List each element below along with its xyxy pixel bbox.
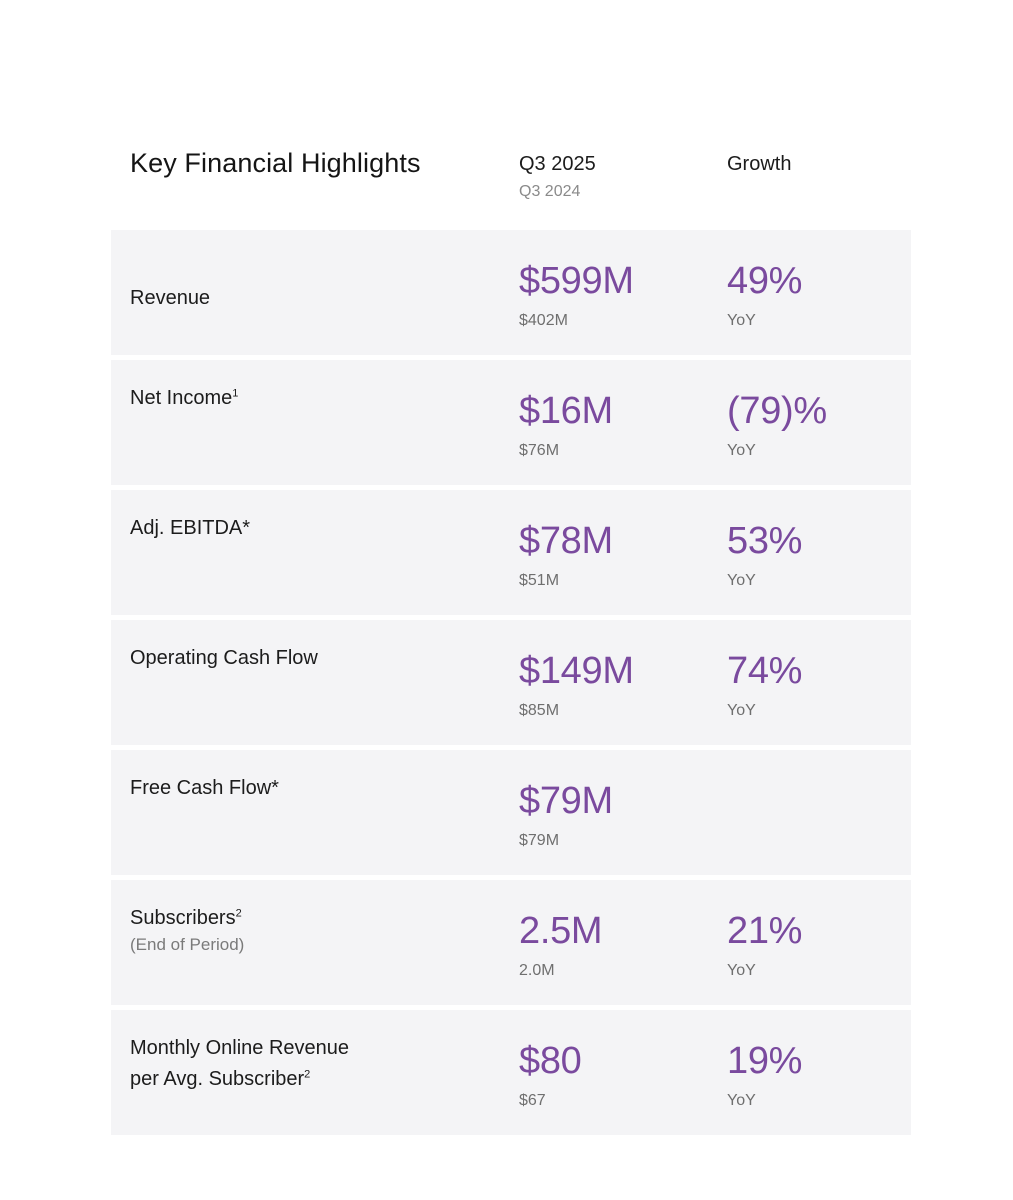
table-row-free-cash-flow: Free Cash Flow* $79M $79M [111,750,911,875]
row-label: Adj. EBITDA* [130,517,251,539]
prior-value: 2.0M [519,962,555,979]
growth-value: (79)% [727,390,827,432]
row-label: Net Income1 [130,387,239,409]
row-label: Subscribers2 [130,907,242,929]
table-row-net-income: Net Income1 $16M $76M (79)% YoY [111,360,911,485]
table-row-monthly-online-revenue: Monthly Online Revenue per Avg. Subscribe… [111,1010,911,1135]
table-row-subscribers: Subscribers2 (End of Period) 2.5M 2.0M 2… [111,880,911,1005]
current-value: $80 [519,1040,582,1082]
prior-value: $67 [519,1092,546,1109]
row-sublabel: (End of Period) [130,935,245,954]
current-value: $599M [519,260,634,302]
prior-value: $402M [519,312,568,329]
growth-value: 74% [727,650,803,692]
growth-value: 49% [727,260,803,302]
growth-value: 21% [727,910,803,952]
current-value: $16M [519,390,613,432]
growth-value: 53% [727,520,803,562]
prior-period-header: Q3 2024 [519,183,581,200]
footnote-marker: 2 [235,907,242,920]
growth-unit: YoY [727,702,756,719]
growth-unit: YoY [727,1092,756,1109]
footnote-marker: 1 [232,387,239,400]
growth-unit: YoY [727,962,756,979]
growth-unit: YoY [727,312,756,329]
growth-unit: YoY [727,442,756,459]
row-label: Operating Cash Flow [130,647,318,669]
current-period-header: Q3 2025 [519,153,596,175]
growth-unit: YoY [727,572,756,589]
table-title: Key Financial Highlights [130,148,421,178]
growth-header: Growth [727,153,792,175]
table-header: Key Financial Highlights Q3 2025 Q3 2024… [111,140,911,230]
current-value: $149M [519,650,634,692]
row-label: Monthly Online Revenue per Avg. Subscribe… [130,1037,350,1090]
table-row-revenue: Revenue $599M $402M 49% YoY [111,230,911,355]
footnote-marker: 2 [304,1068,311,1081]
prior-value: $51M [519,572,560,589]
table-row-adj-ebitda: Adj. EBITDA* $78M $51M 53% YoY [111,490,911,615]
table-row-operating-cash-flow: Operating Cash Flow $149M $85M 74% YoY [111,620,911,745]
current-value: 2.5M [519,910,603,952]
financial-highlights-table: Key Financial Highlights Q3 2025 Q3 2024… [111,140,911,1140]
current-value: $78M [519,520,613,562]
prior-value: $79M [519,832,560,849]
growth-value: 19% [727,1040,803,1082]
current-value: $79M [519,780,613,822]
row-label: Revenue [130,287,211,309]
row-label: Free Cash Flow* [130,777,279,799]
prior-value: $76M [519,442,560,459]
prior-value: $85M [519,702,560,719]
